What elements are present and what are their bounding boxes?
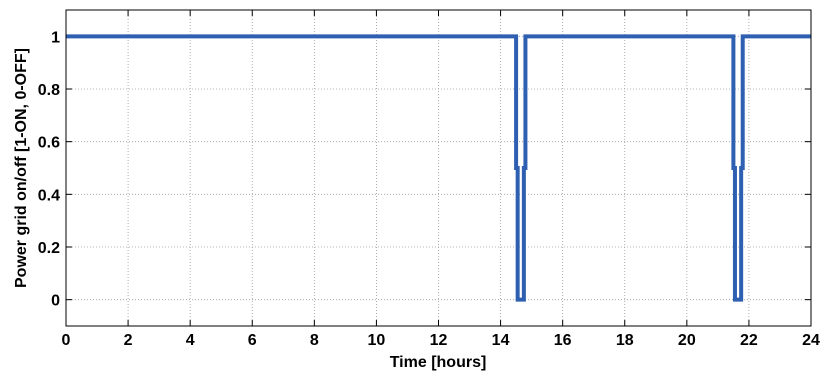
y-tick-label: 0.2 bbox=[38, 240, 60, 257]
x-tick-label: 14 bbox=[492, 332, 510, 349]
x-ticks: 0 2 4 6 8 10 12 14 16 18 20 22 24 bbox=[62, 10, 820, 349]
x-tick-label: 0 bbox=[62, 332, 71, 349]
plot-area bbox=[66, 10, 811, 326]
x-tick-label: 18 bbox=[616, 332, 634, 349]
x-tick-label: 16 bbox=[554, 332, 572, 349]
x-tick-label: 22 bbox=[740, 332, 758, 349]
x-tick-label: 12 bbox=[430, 332, 448, 349]
y-tick-label: 0.8 bbox=[38, 82, 60, 99]
x-tick-label: 8 bbox=[310, 332, 319, 349]
y-tick-label: 0.6 bbox=[38, 135, 60, 152]
plot-frame bbox=[65, 9, 812, 327]
x-tick-label: 20 bbox=[678, 332, 696, 349]
x-tick-label: 2 bbox=[124, 332, 133, 349]
x-tick-label: 10 bbox=[368, 332, 386, 349]
x-tick-label: 6 bbox=[248, 332, 257, 349]
x-tick-label: 4 bbox=[186, 332, 195, 349]
y-axis-label: Power grid on/off [1-ON, 0-OFF] bbox=[13, 48, 30, 288]
series-line-0 bbox=[66, 34, 811, 302]
y-tick-label: 0.4 bbox=[38, 187, 60, 204]
series-group bbox=[66, 34, 811, 302]
x-axis-label: Time [hours] bbox=[390, 354, 487, 371]
y-tick-label: 1 bbox=[51, 29, 60, 46]
y-tick-label: 0 bbox=[51, 293, 60, 310]
x-tick-label: 24 bbox=[802, 332, 820, 349]
